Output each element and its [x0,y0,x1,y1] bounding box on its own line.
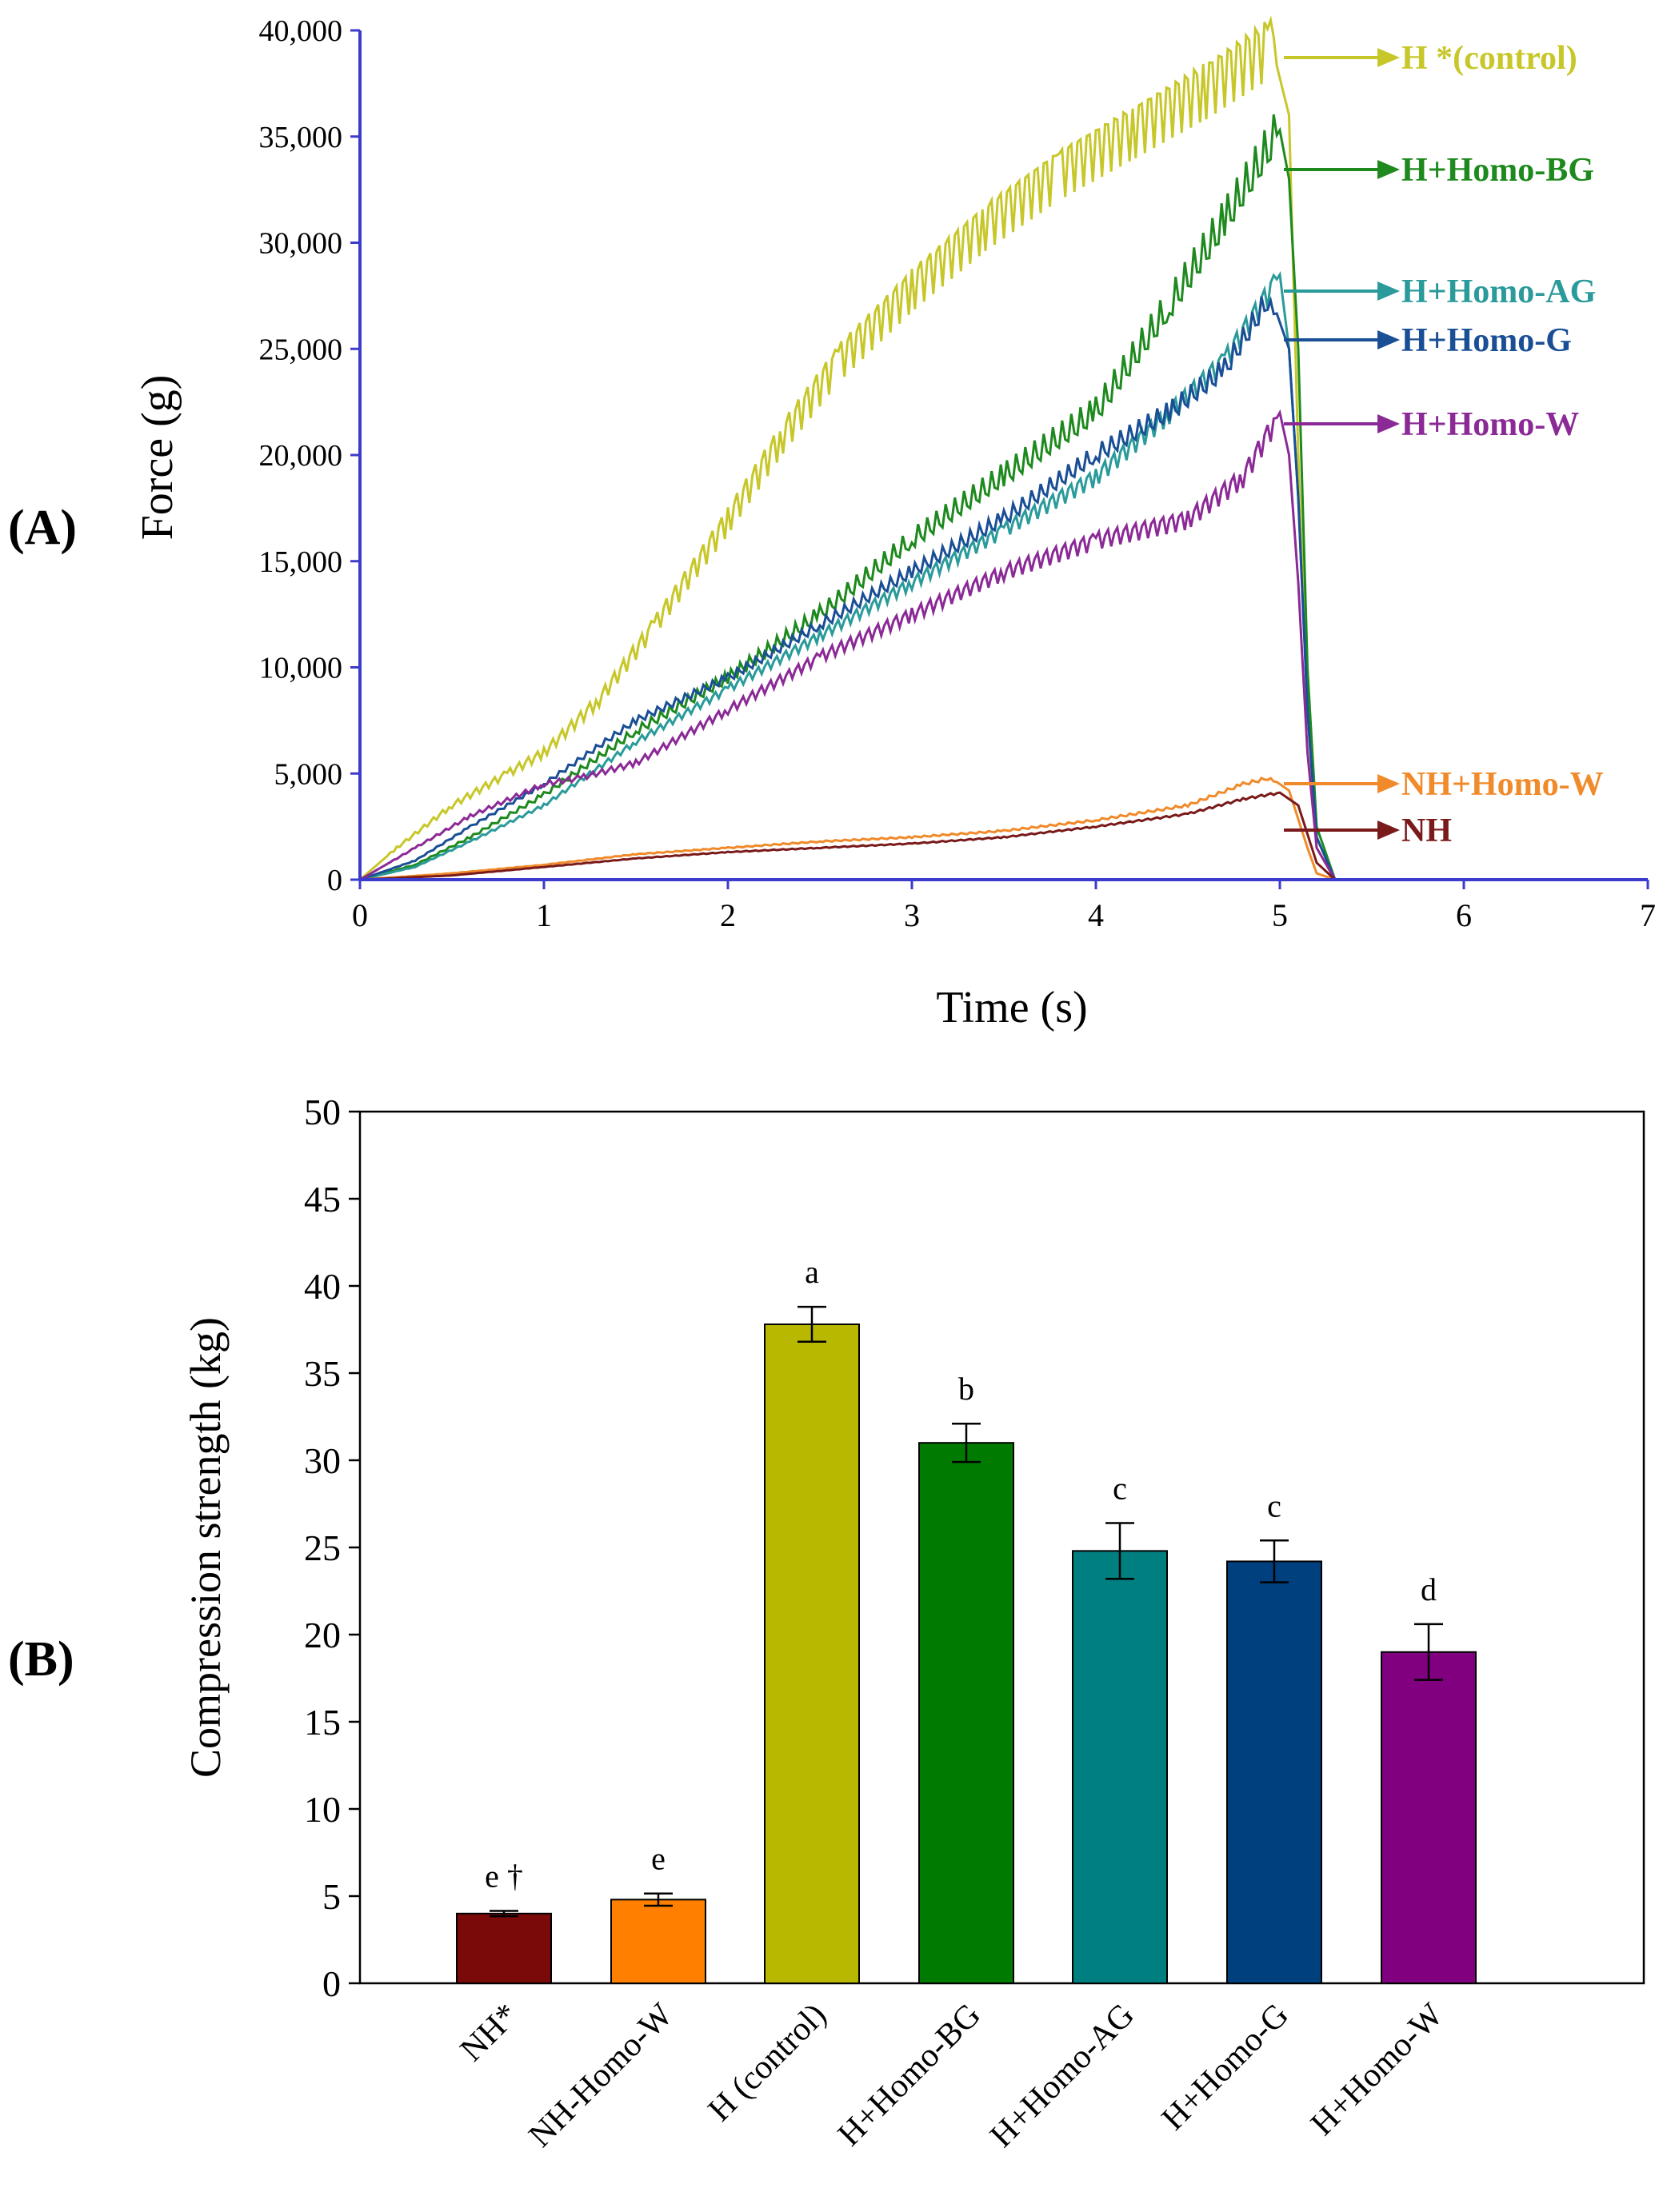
x-tick-label: 3 [904,897,920,933]
legend-label: NH [1401,813,1452,849]
y-tick-label: 20 [304,1615,341,1655]
legend-arrow-head [1377,774,1400,793]
x-tick-label: 0 [352,897,368,933]
y-tick-label: 10,000 [259,652,343,685]
significance-label: b [958,1371,974,1407]
y-axis-ticks-a: 0 5,000 10,000 15,000 20,000 25,000 30,000 35,0… [259,14,360,897]
x-axis-label-a: Time (s) [936,983,1087,1032]
y-tick-label: 40,000 [259,14,343,48]
bar [764,1323,860,1984]
category-label: H+Homo-W [1304,1996,1450,2142]
legend-label: H *(control) [1401,40,1577,77]
y-tick-label: 40 [304,1266,341,1307]
y-tick-label: 5,000 [274,757,343,791]
x-tick-label: 2 [720,897,736,933]
bar [610,1899,706,1985]
y-axis-label-b: Compression strength (kg) [182,1317,230,1778]
y-tick-label: 25 [304,1527,341,1568]
category-label: H+Homo-G [1155,1997,1296,2138]
legend-arrow-head [1377,821,1400,840]
bar [456,1912,552,1985]
panel-label-b: (B) [8,1632,74,1687]
legend-label: NH+Homo-W [1401,766,1604,803]
legend-label: H+Homo-AG [1401,274,1596,310]
category-label: H+Homo-AG [983,1997,1141,2155]
x-axis-ticks-a: 0 1 2 3 4 5 6 7 [352,880,1656,933]
significance-label: e † [485,1859,523,1895]
x-tick-label: 6 [1456,897,1472,933]
category-labels: NH*NH-Homo-W H (control)H+Homo-BGH+Homo-A… [454,1996,1451,2154]
y-tick-label: 30,000 [259,227,343,261]
x-tick-label: 7 [1640,897,1656,933]
significance-label: c [1267,1487,1281,1523]
force-time-chart: 0 5,000 10,000 15,000 20,000 25,000 30,000 35,0… [133,14,1656,1032]
legend-arrow-head [1377,160,1400,179]
compression-bar-chart: 0 5 10 15 20 25 30 35 40 45 50 e † e a b c c d NH*NH-Hom… [182,1092,1645,2154]
significance-label: d [1421,1571,1437,1607]
x-tick-label: 4 [1088,897,1104,933]
significance-label: e [651,1841,666,1877]
significance-label: a [805,1254,819,1290]
significance-label: c [1113,1470,1127,1506]
bar [1072,1550,1168,1984]
y-tick-label: 5 [322,1876,341,1917]
y-tick-label: 0 [322,1963,341,2004]
bar [1226,1560,1322,1984]
bar [1381,1651,1477,1985]
y-tick-label: 0 [327,864,342,897]
y-tick-label: 35,000 [259,121,343,154]
y-tick-label: 25,000 [259,333,343,366]
category-label: H (control) [702,1997,834,2129]
legend-arrow-head [1377,48,1400,67]
series-lines [359,15,1556,881]
y-tick-label: 50 [304,1092,341,1132]
x-tick-label: 5 [1272,897,1288,933]
category-label: H+Homo-BG [831,1997,988,2154]
y-tick-label: 45 [304,1179,341,1220]
category-label: NH* [454,1997,526,2069]
y-tick-label: 15 [304,1702,341,1743]
series-line-6 [359,791,1556,881]
legend-label: H+Homo-G [1401,322,1572,359]
series-line-0 [359,15,1556,881]
y-tick-label: 20,000 [259,439,343,473]
y-tick-label: 10 [304,1789,341,1830]
panel-label-a: (A) [8,501,77,555]
y-axis-ticks-b: 0 5 10 15 20 25 30 35 40 45 50 [304,1092,360,2004]
y-tick-label: 35 [304,1353,341,1394]
bar [918,1442,1014,1984]
legend-arrow-head [1377,414,1400,433]
y-tick-label: 30 [304,1440,341,1481]
legend-label: H+Homo-BG [1401,152,1594,189]
series-line-4 [359,409,1556,881]
x-tick-label: 1 [536,897,552,933]
legend-arrow-head [1377,330,1400,349]
legend-label: H+Homo-W [1401,406,1579,443]
legend-arrow-head [1377,281,1400,301]
legend-a: H *(control) H+Homo-BG H+Homo-AG H+Homo-G H+… [1284,40,1604,849]
category-label: NH-Homo-W [522,1996,681,2154]
y-axis-label-a: Force (g) [133,375,182,541]
y-tick-label: 15,000 [259,545,343,579]
bars: e † e a b c c d [456,1254,1477,1985]
